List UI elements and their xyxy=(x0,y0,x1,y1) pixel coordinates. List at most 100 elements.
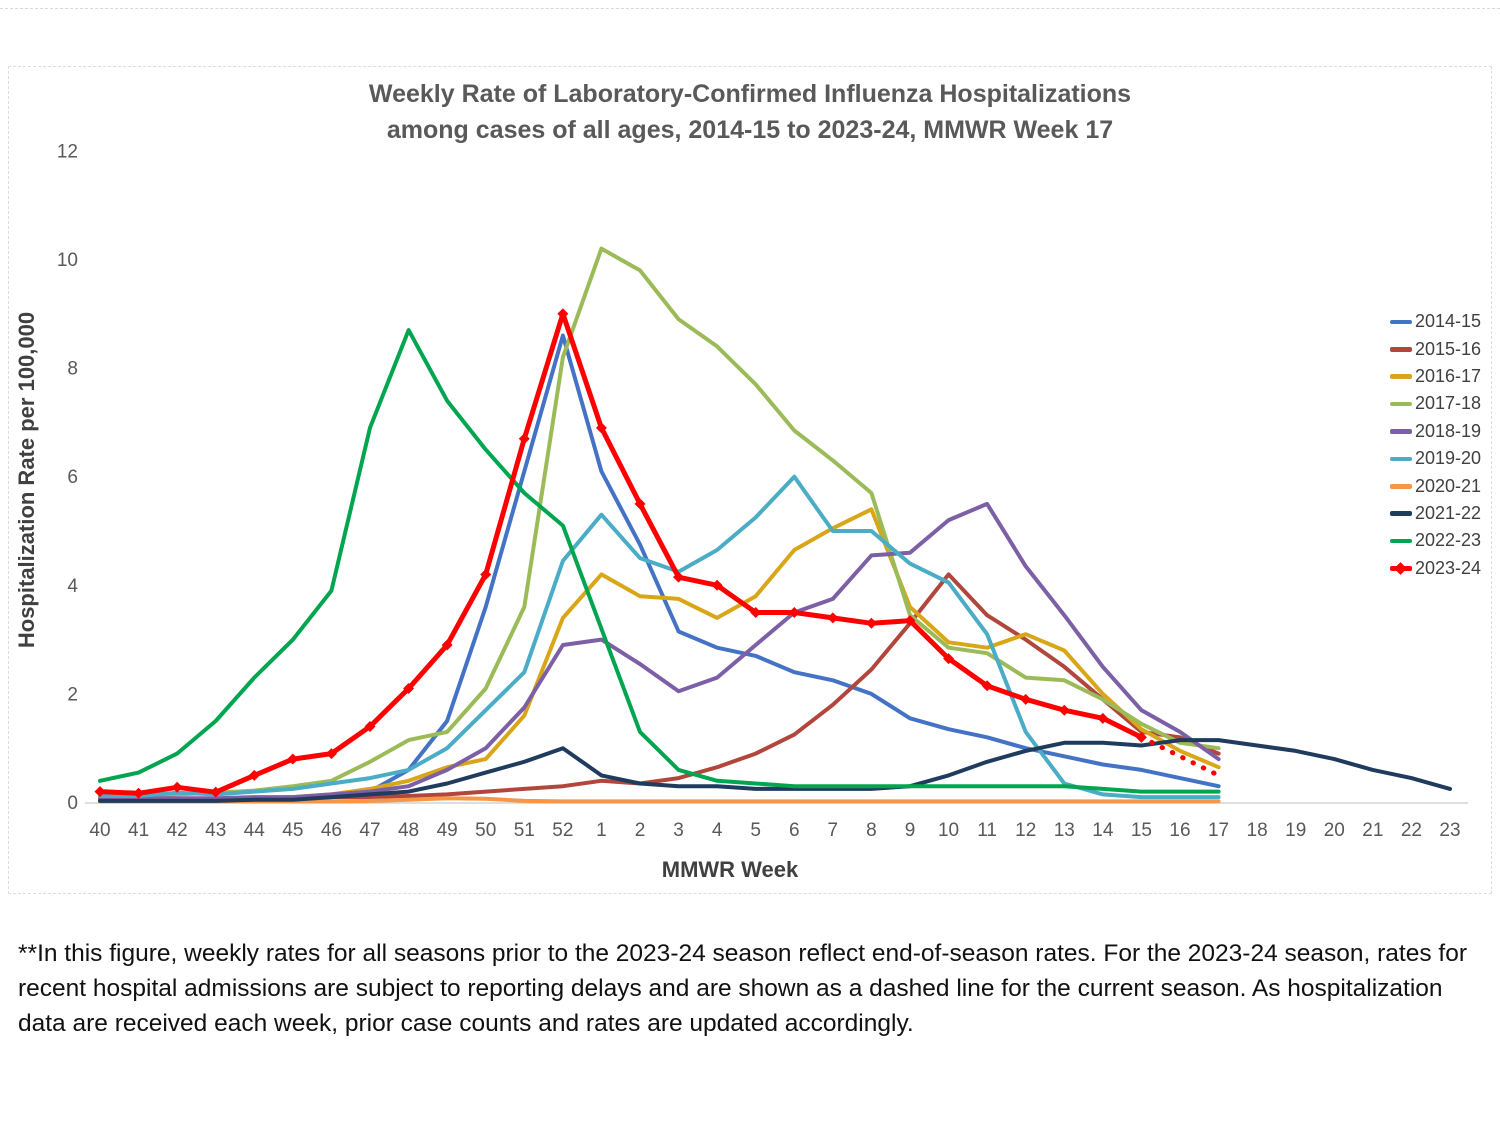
x-tick-label: 47 xyxy=(359,820,380,841)
legend-label-2023-24: 2023-24 xyxy=(1415,557,1482,578)
legend-label-2019-20: 2019-20 xyxy=(1415,448,1482,469)
x-tick-label: 2 xyxy=(635,820,646,841)
legend-item-2016-17: 2016-17 xyxy=(1390,363,1495,390)
x-tick-label: 20 xyxy=(1324,820,1345,841)
series-marker-2023-24 xyxy=(827,612,839,624)
series-marker-2023-24 xyxy=(210,786,222,798)
series-marker-2023-24 xyxy=(634,498,646,510)
series-marker-2023-24 xyxy=(1135,731,1147,743)
x-tick-label: 17 xyxy=(1208,820,1229,841)
series-marker-2023-24 xyxy=(133,787,145,799)
x-tick-label: 12 xyxy=(1015,820,1036,841)
series-marker-2023-24 xyxy=(441,639,453,651)
x-tick-label: 19 xyxy=(1285,820,1306,841)
series-marker-2023-24 xyxy=(480,568,492,580)
legend-swatch-2021-22 xyxy=(1390,507,1412,519)
y-tick-label: 2 xyxy=(67,684,78,705)
legend-swatch-2020-21 xyxy=(1390,480,1412,492)
legend-swatch-2016-17 xyxy=(1390,370,1412,382)
legend-item-2014-15: 2014-15 xyxy=(1390,308,1495,335)
series-line-2023-24 xyxy=(97,311,1144,796)
x-tick-label: 7 xyxy=(828,820,839,841)
legend-label-2020-21: 2020-21 xyxy=(1415,475,1482,496)
legend-swatch-2015-16 xyxy=(1390,343,1412,355)
x-tick-label: 40 xyxy=(89,820,110,841)
x-tick-label: 15 xyxy=(1131,820,1152,841)
series-marker-2023-24 xyxy=(171,781,183,793)
y-tick-label: 12 xyxy=(57,141,78,162)
legend-item-2018-19: 2018-19 xyxy=(1390,418,1495,445)
series-marker-2023-24 xyxy=(981,680,993,692)
chart-title-line1: Weekly Rate of Laboratory-Confirmed Infl… xyxy=(368,80,1132,108)
x-tick-label: 13 xyxy=(1054,820,1075,841)
x-tick-label: 48 xyxy=(398,820,419,841)
x-tick-label: 52 xyxy=(552,820,573,841)
x-tick-label: 43 xyxy=(205,820,226,841)
x-tick-label: 16 xyxy=(1169,820,1190,841)
y-tick-label: 6 xyxy=(67,467,78,488)
legend-item-2020-21: 2020-21 xyxy=(1390,472,1495,499)
legend-swatch-2014-15 xyxy=(1390,316,1412,328)
series-marker-2023-24 xyxy=(1058,704,1070,716)
series-line-2016-17 xyxy=(98,507,1221,802)
x-tick-label: 14 xyxy=(1092,820,1114,841)
series-marker-2023-24 xyxy=(364,720,376,732)
legend-swatch-2018-19 xyxy=(1390,425,1412,437)
x-tick-label: 23 xyxy=(1439,820,1460,841)
x-tick-label: 21 xyxy=(1362,820,1383,841)
y-axis-title: Hospitalization Rate per 100,000 xyxy=(14,311,39,649)
legend-label-2021-22: 2021-22 xyxy=(1415,502,1482,523)
x-tick-label: 41 xyxy=(128,820,149,841)
series-marker-2023-24 xyxy=(865,617,877,629)
chart-legend: 2014-15 2015-16 2016-17 2017-18 2018-19 2019-… xyxy=(1390,308,1495,582)
series-marker-2023-24 xyxy=(518,433,530,445)
y-tick-label: 10 xyxy=(57,250,78,271)
series-marker-2023-24 xyxy=(287,753,299,765)
series-line-2017-18 xyxy=(98,246,1221,800)
series-line-2021-22 xyxy=(98,738,1452,803)
x-tick-label: 44 xyxy=(244,820,266,841)
series-marker-2023-24 xyxy=(403,682,415,694)
series-marker-2023-24 xyxy=(595,422,607,434)
legend-label-2017-18: 2017-18 xyxy=(1415,393,1482,414)
series-marker-2023-24 xyxy=(673,571,685,583)
series-marker-2023-24 xyxy=(943,653,955,665)
chart-title-line2: among cases of all ages, 2014-15 to 2023… xyxy=(386,116,1114,144)
x-tick-label: 50 xyxy=(475,820,496,841)
y-tick-label: 0 xyxy=(67,793,78,814)
series-line-2019-20 xyxy=(98,474,1221,800)
legend-item-2021-22: 2021-22 xyxy=(1390,500,1495,527)
series-marker-2023-24 xyxy=(557,308,569,320)
legend-item-2022-23: 2022-23 xyxy=(1390,527,1495,554)
legend-item-2017-18: 2017-18 xyxy=(1390,390,1495,417)
series-marker-2023-24 xyxy=(94,786,106,798)
x-tick-label: 18 xyxy=(1247,820,1268,841)
series-marker-2023-24 xyxy=(325,748,337,760)
legend-item-2015-16: 2015-16 xyxy=(1390,335,1495,362)
x-tick-label: 22 xyxy=(1401,820,1422,841)
legend-item-2023-24: 2023-24 xyxy=(1390,555,1495,582)
y-tick-label: 8 xyxy=(67,359,78,380)
series-marker-2023-24 xyxy=(248,769,260,781)
x-tick-label: 4 xyxy=(712,820,723,841)
legend-swatch-2022-23 xyxy=(1390,535,1412,547)
x-tick-label: 3 xyxy=(673,820,684,841)
series-dashed-line-2023-24 xyxy=(1138,734,1222,778)
y-tick-label: 4 xyxy=(67,576,78,597)
x-tick-label: 46 xyxy=(321,820,342,841)
x-tick-label: 10 xyxy=(938,820,959,841)
series-marker-2023-24 xyxy=(750,606,762,618)
x-tick-label: 49 xyxy=(437,820,458,841)
x-tick-label: 5 xyxy=(750,820,761,841)
legend-swatch-2017-18 xyxy=(1390,398,1412,410)
page-top-rule xyxy=(0,8,1500,9)
series-line-2018-19 xyxy=(98,501,1221,801)
x-tick-label: 51 xyxy=(514,820,535,841)
legend-label-2015-16: 2015-16 xyxy=(1415,338,1482,359)
chart-footnote: **In this figure, weekly rates for all s… xyxy=(18,940,1468,1037)
x-tick-label: 9 xyxy=(905,820,916,841)
legend-swatch-2019-20 xyxy=(1390,453,1412,465)
series-marker-2023-24 xyxy=(1020,693,1032,705)
